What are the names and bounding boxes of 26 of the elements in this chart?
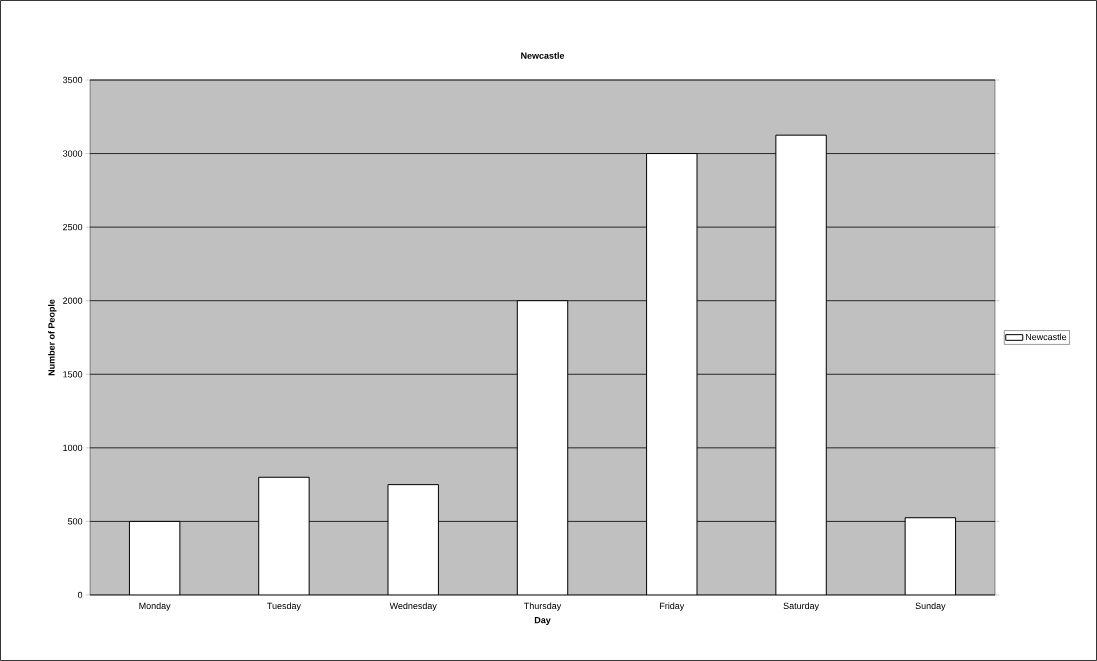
bar <box>387 484 439 595</box>
x-tick-label: Wednesday <box>389 602 437 611</box>
y-tick-label: 500 <box>67 518 83 525</box>
x-tick-label: Sunday <box>915 602 946 611</box>
y-tick-label: 0 <box>77 591 83 599</box>
bar <box>646 153 698 595</box>
x-axis-title: Day <box>534 616 551 625</box>
x-tick-label: Thursday <box>524 602 562 611</box>
legend-label: Newcastle <box>1025 333 1067 341</box>
y-tick-label: 1000 <box>63 444 83 452</box>
y-tick-label: 1500 <box>63 371 83 378</box>
x-tick-label: Monday <box>139 602 171 611</box>
y-tick-label: 2500 <box>63 223 83 231</box>
y-tick-label: 2000 <box>63 297 83 304</box>
bar <box>904 517 957 595</box>
y-axis-title: Number of People <box>48 299 57 376</box>
chart-title: Newcastle <box>521 52 565 59</box>
bar <box>258 476 310 595</box>
bar <box>516 300 569 595</box>
y-tick-label: 3500 <box>62 76 83 84</box>
bar <box>128 520 181 595</box>
x-tick-label: Friday <box>660 602 685 611</box>
y-tick-label: 3000 <box>62 150 83 157</box>
x-tick-label: Saturday <box>783 602 820 611</box>
x-tick-label: Tuesday <box>267 602 301 611</box>
bar <box>775 134 827 595</box>
